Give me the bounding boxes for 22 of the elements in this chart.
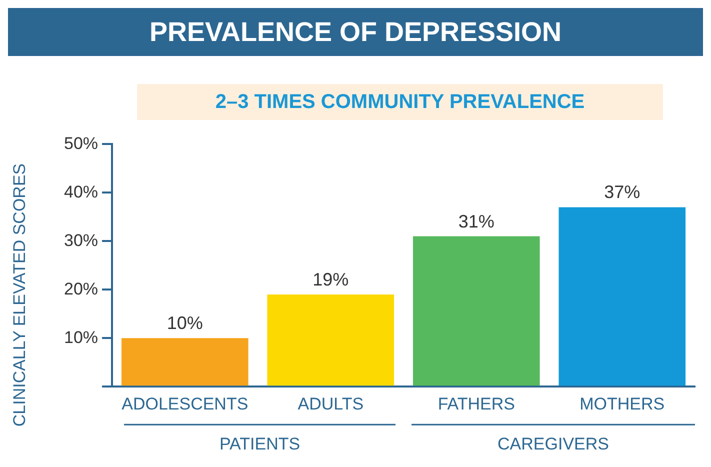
bar <box>558 207 686 386</box>
x-tick-label: FATHERS <box>438 394 515 414</box>
data-label: 10% <box>166 313 203 334</box>
data-label: 31% <box>458 211 494 232</box>
y-tick-label: 20% <box>64 279 98 298</box>
data-label: 37% <box>604 182 640 202</box>
bar <box>122 338 248 386</box>
bar <box>267 294 394 386</box>
y-tick-label: 40% <box>64 182 98 202</box>
y-tick-label: 50% <box>64 134 98 153</box>
text: CAREGIVERS <box>498 434 609 454</box>
y-axis-title: CLINICALLY ELEVATED SCORES <box>9 162 30 429</box>
chart-subtitle: 2–3 TIMES COMMUNITY PREVALENCE <box>137 84 663 120</box>
x-tick-label: ADULTS <box>298 394 364 414</box>
bar <box>412 236 540 386</box>
y-tick-label: 10% <box>64 328 98 347</box>
x-tick-label: ADOLESCENTS <box>122 394 248 414</box>
x-tick-label: MOTHERS <box>580 394 665 414</box>
y-tick-label: 30% <box>64 230 98 250</box>
data-label: 19% <box>312 269 349 290</box>
chart-title: PREVALENCE OF DEPRESSION <box>8 8 703 56</box>
text: PATIENTS <box>219 434 300 454</box>
